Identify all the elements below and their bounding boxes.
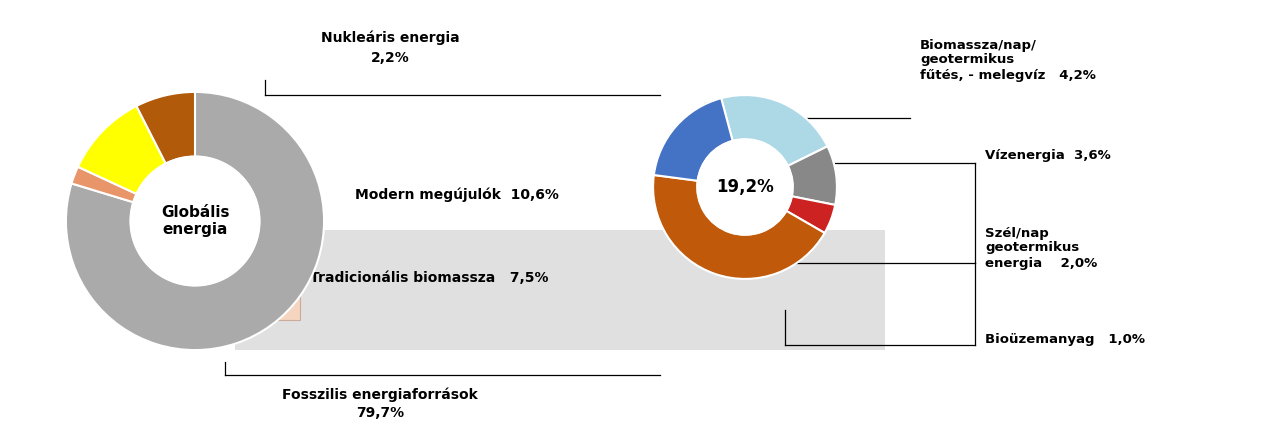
Wedge shape [653,175,824,279]
Circle shape [697,139,792,235]
Wedge shape [66,92,324,350]
Wedge shape [77,106,165,194]
Text: Vízenergia  3,6%: Vízenergia 3,6% [986,149,1111,161]
Text: Tradicionális biomassza   7,5%: Tradicionális biomassza 7,5% [310,271,549,285]
Wedge shape [786,196,836,233]
Text: Modern megújulók  10,6%: Modern megújulók 10,6% [356,188,559,202]
Wedge shape [71,167,136,202]
Bar [235,230,885,350]
Text: Fosszilis energiaforrások: Fosszilis energiaforrások [282,388,478,402]
Circle shape [131,156,259,286]
Wedge shape [787,146,837,205]
Text: Megújulók: Megújulók [268,201,281,273]
Text: Bioüzemanyag   1,0%: Bioüzemanyag 1,0% [986,334,1146,347]
Text: Nukleáris energia: Nukleáris energia [321,31,460,45]
Text: 79,7%: 79,7% [356,406,404,420]
Bar [248,155,300,320]
Wedge shape [654,98,733,181]
Wedge shape [721,95,828,166]
Text: Globális
energia: Globális energia [161,205,230,237]
Text: Szél/nap
geotermikus
energia    2,0%: Szél/nap geotermikus energia 2,0% [986,226,1097,270]
Text: 19,2%: 19,2% [716,178,773,196]
Wedge shape [136,92,196,164]
Text: 2,2%: 2,2% [371,51,409,65]
Text: Biomassza/nap/
geotermikus
fűtés, - melegvíz   4,2%: Biomassza/nap/ geotermikus fűtés, - mele… [919,38,1096,81]
